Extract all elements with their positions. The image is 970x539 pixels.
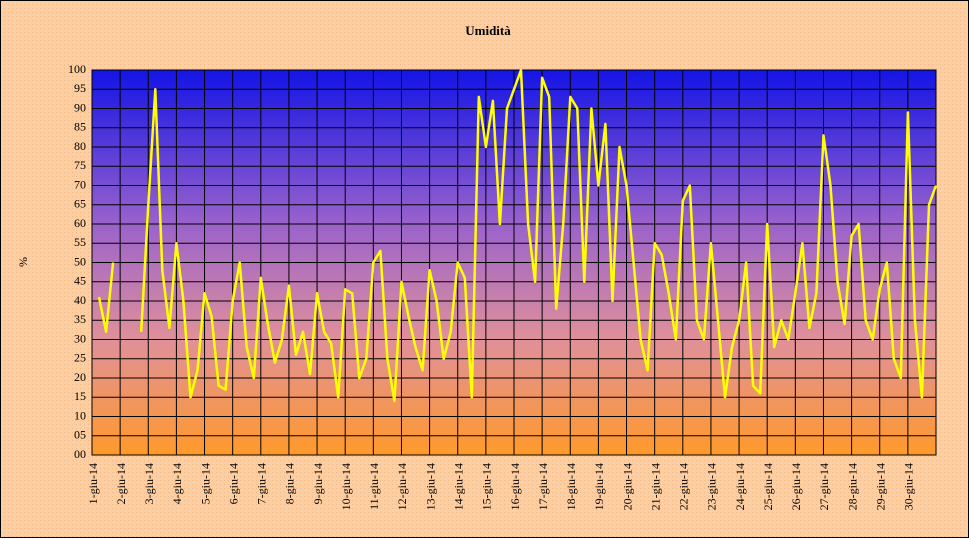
x-tick-label: 13-giu-14 [423,463,437,510]
x-tick-label: 7-giu-14 [255,463,269,504]
y-tick-label: 70 [74,177,86,191]
x-tick-label: 5-giu-14 [198,463,212,504]
x-tick-label: 23-giu-14 [705,463,719,510]
x-tick-label: 27-giu-14 [817,463,831,510]
y-tick-label: 75 [74,158,86,172]
y-tick-label: 55 [74,235,86,249]
y-tick-label: 15 [74,389,86,403]
y-tick-label: 85 [74,120,86,134]
x-tick-label: 30-giu-14 [902,463,916,510]
x-tick-label: 11-giu-14 [367,463,381,510]
x-tick-label: 15-giu-14 [480,463,494,510]
x-tick-label: 10-giu-14 [339,463,353,510]
y-tick-label: 40 [74,293,86,307]
y-tick-label: 50 [74,254,86,268]
x-tick-label: 3-giu-14 [142,463,156,504]
x-tick-label: 9-giu-14 [311,463,325,504]
x-tick-label: 2-giu-14 [114,463,128,504]
x-tick-label: 29-giu-14 [873,463,887,510]
x-tick-label: 17-giu-14 [536,463,550,510]
y-tick-label: 25 [74,351,86,365]
x-tick-label: 22-giu-14 [677,463,691,510]
y-tick-label: 90 [74,100,86,114]
y-tick-label: 65 [74,197,86,211]
x-tick-label: 8-giu-14 [283,463,297,504]
y-tick-label: 80 [74,139,86,153]
x-tick-label: 4-giu-14 [170,463,184,504]
y-tick-label: 95 [74,81,86,95]
y-tick-label: 35 [74,312,86,326]
y-tick-label: 30 [74,331,86,345]
y-tick-label: 00 [74,447,86,461]
x-tick-label: 25-giu-14 [761,463,775,510]
y-tick-label: 10 [74,408,86,422]
x-tick-label: 26-giu-14 [789,463,803,510]
x-tick-label: 19-giu-14 [592,463,606,510]
x-tick-label: 28-giu-14 [845,463,859,510]
y-tick-label: 45 [74,274,86,288]
x-tick-label: 12-giu-14 [395,463,409,510]
x-tick-label: 21-giu-14 [648,463,662,510]
y-tick-label: 60 [74,216,86,230]
x-tick-label: 1-giu-14 [86,463,100,504]
x-tick-label: 24-giu-14 [733,463,747,510]
x-tick-label: 20-giu-14 [620,463,634,510]
plot-border [91,69,937,456]
y-axis-label: % [16,257,30,267]
y-tick-label: 20 [74,370,86,384]
x-tick-label: 16-giu-14 [508,463,522,510]
x-tick-label: 6-giu-14 [226,463,240,504]
x-tick-label: 14-giu-14 [451,463,465,510]
x-tick-label: 18-giu-14 [564,463,578,510]
y-tick-label: 100 [68,62,86,76]
data-line [97,68,938,403]
chart-title: Umidità [465,23,511,38]
y-tick-label: 05 [74,428,86,442]
